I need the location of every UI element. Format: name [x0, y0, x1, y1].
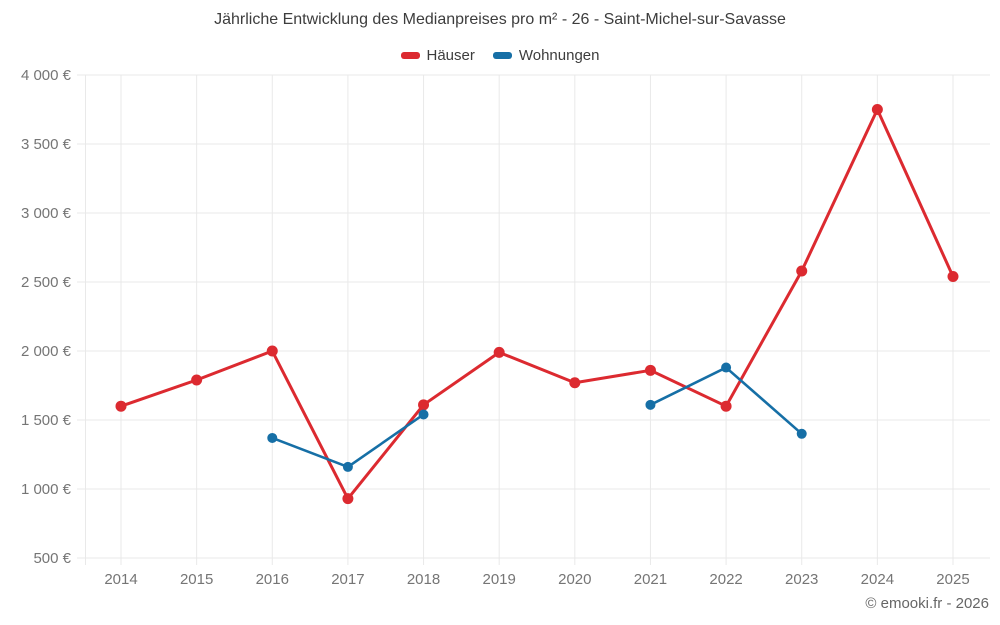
y-tick-label: 3 500 €: [21, 136, 72, 153]
data-point: [342, 461, 353, 472]
data-point: [871, 104, 883, 115]
x-tick-label: 2021: [634, 571, 667, 588]
chart-legend: Häuser Wohnungen: [0, 47, 1000, 64]
data-point: [418, 409, 429, 420]
data-point: [115, 400, 127, 412]
data-point: [644, 364, 656, 376]
legend-item-wohnungen[interactable]: Wohnungen: [492, 47, 600, 64]
data-point: [645, 399, 656, 410]
data-point: [418, 399, 430, 411]
x-tick-label: 2019: [482, 571, 515, 588]
data-point: [796, 428, 807, 439]
watermark: © emooki.fr - 2026: [865, 595, 989, 612]
data-point: [796, 265, 808, 277]
data-point: [191, 374, 203, 386]
y-tick-label: 3 000 €: [21, 205, 72, 222]
data-point: [266, 345, 278, 357]
data-point: [493, 346, 505, 358]
x-tick-label: 2020: [558, 571, 591, 588]
y-tick-label: 1 000 €: [21, 481, 72, 498]
series-line: [119, 108, 955, 501]
legend-label-wohnungen: Wohnungen: [518, 47, 600, 64]
data-point: [947, 270, 959, 282]
legend-swatch-wohnungen-icon: [492, 52, 512, 59]
y-tick-label: 500 €: [33, 550, 71, 567]
data-point: [721, 362, 732, 373]
x-tick-label: 2014: [104, 571, 137, 588]
x-tick-label: 2023: [785, 571, 818, 588]
chart-title: Jährliche Entwicklung des Medianpreises …: [214, 11, 786, 28]
y-tick-label: 2 000 €: [21, 343, 72, 360]
data-point: [342, 493, 354, 505]
data-point: [720, 400, 732, 412]
x-tick-label: 2024: [861, 571, 894, 588]
data-point: [569, 377, 581, 389]
legend-swatch-haeuser-icon: [400, 52, 420, 59]
x-tick-label: 2015: [180, 571, 213, 588]
x-tick-label: 2025: [936, 571, 969, 588]
x-tick-label: 2017: [331, 571, 364, 588]
x-tick-label: 2018: [407, 571, 440, 588]
y-tick-label: 1 500 €: [21, 412, 72, 429]
x-tick-label: 2022: [709, 571, 742, 588]
data-point: [267, 432, 278, 443]
legend-item-haeuser[interactable]: Häuser: [400, 47, 475, 64]
y-tick-label: 2 500 €: [21, 274, 72, 291]
y-tick-label: 4 000 €: [21, 67, 72, 84]
legend-label-haeuser: Häuser: [426, 47, 475, 64]
x-tick-label: 2016: [256, 571, 289, 588]
